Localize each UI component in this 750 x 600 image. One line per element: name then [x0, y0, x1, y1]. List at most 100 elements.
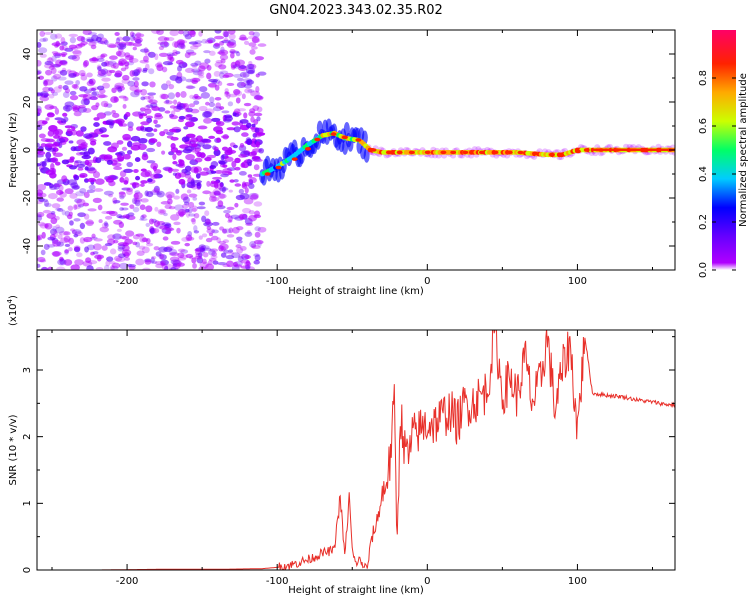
noise-blob	[72, 184, 81, 190]
noise-blob	[96, 93, 106, 99]
y-tick-label: 40	[22, 48, 33, 61]
ridge-peak	[291, 157, 298, 161]
noise-blob	[196, 206, 206, 210]
noise-blob	[164, 230, 172, 235]
noise-blob	[226, 127, 236, 131]
noise-blob	[249, 49, 256, 55]
noise-blob	[142, 267, 151, 270]
noise-blob	[217, 51, 226, 55]
noise-blob	[82, 96, 88, 102]
noise-blob	[187, 30, 196, 36]
noise-blob	[214, 35, 225, 40]
noise-blob	[240, 162, 246, 168]
noise-blob	[228, 249, 234, 253]
noise-blob	[202, 167, 210, 172]
noise-blob	[134, 157, 141, 162]
noise-blob	[45, 117, 50, 121]
noise-blob	[169, 30, 179, 37]
noise-blob	[115, 257, 126, 263]
noise-blob	[83, 213, 90, 220]
noise-blob	[224, 149, 233, 156]
noise-blob	[241, 207, 252, 214]
noise-blob	[244, 231, 253, 237]
noise-blob	[131, 182, 140, 188]
noise-blob	[44, 60, 54, 66]
x-tick-label: 100	[568, 576, 587, 587]
noise-blob	[224, 156, 234, 162]
noise-blob	[254, 56, 265, 61]
noise-blob	[69, 90, 77, 96]
noise-blob	[147, 92, 157, 96]
noise-blob	[254, 254, 261, 261]
noise-blob	[144, 170, 152, 177]
noise-blob	[64, 101, 75, 107]
noise-blob	[37, 215, 43, 222]
noise-blob	[221, 110, 230, 114]
noise-blob	[105, 177, 114, 183]
noise-blob	[124, 55, 134, 61]
noise-blob	[211, 80, 218, 84]
noise-blob	[164, 204, 172, 209]
noise-blob	[140, 121, 150, 126]
noise-blob	[95, 178, 105, 185]
noise-blob	[40, 249, 46, 256]
noise-blob	[248, 192, 259, 200]
noise-blob	[163, 246, 173, 253]
noise-blob	[56, 266, 66, 270]
noise-blob	[181, 236, 190, 242]
noise-blob	[193, 100, 200, 105]
noise-blob	[70, 228, 76, 232]
noise-blob	[75, 80, 80, 86]
snr-panel: -200 -100 0 100 0 1 2 3 Height of straight lin…	[6, 295, 676, 596]
noise-blob	[167, 198, 173, 205]
x-tick-label: 0	[424, 576, 430, 587]
noise-blob	[220, 58, 226, 64]
noise-blob	[222, 239, 230, 244]
noise-blob	[133, 68, 141, 76]
noise-blob	[110, 64, 117, 69]
noise-blob	[188, 213, 196, 217]
noise-blob	[91, 233, 96, 239]
noise-blob	[230, 61, 237, 69]
noise-blob	[228, 189, 233, 193]
noise-blob	[92, 171, 101, 179]
noise-blob	[52, 92, 59, 96]
x-tick-label: -100	[266, 276, 289, 287]
noise-blob	[107, 60, 117, 66]
noise-blob	[156, 141, 162, 148]
ridge-peak	[548, 152, 555, 157]
noise-blob	[236, 77, 244, 82]
noise-blob	[116, 154, 122, 158]
noise-blob	[163, 100, 174, 105]
noise-blob	[258, 147, 265, 154]
noise-blob	[126, 187, 133, 193]
noise-blob	[113, 239, 119, 244]
noise-blob	[211, 251, 218, 257]
noise-blob	[51, 75, 58, 82]
noise-blob	[226, 92, 231, 99]
noise-blob	[108, 210, 118, 217]
noise-blob	[73, 204, 78, 210]
noise-blob	[209, 248, 218, 253]
noise-blob	[154, 124, 161, 128]
noise-blob	[255, 86, 260, 93]
figure-title: GN04.2023.343.02.35.R02	[269, 3, 443, 18]
noise-blob	[221, 186, 226, 193]
noise-blob	[118, 62, 124, 67]
noise-blob	[230, 214, 240, 220]
noise-blob	[153, 185, 160, 193]
noise-blob	[172, 161, 178, 165]
noise-blob	[254, 231, 261, 238]
noise-blob	[245, 266, 255, 270]
noise-blob	[224, 114, 233, 119]
colorbar-gradient	[712, 30, 736, 270]
noise-blob	[124, 176, 129, 184]
noise-blob	[60, 237, 69, 244]
noise-blob	[209, 165, 217, 170]
noise-blob	[55, 59, 63, 67]
noise-blob	[141, 237, 149, 243]
noise-blob	[140, 183, 145, 187]
noise-blob	[241, 132, 249, 137]
noise-blob	[101, 77, 111, 82]
noise-blob	[239, 142, 245, 148]
